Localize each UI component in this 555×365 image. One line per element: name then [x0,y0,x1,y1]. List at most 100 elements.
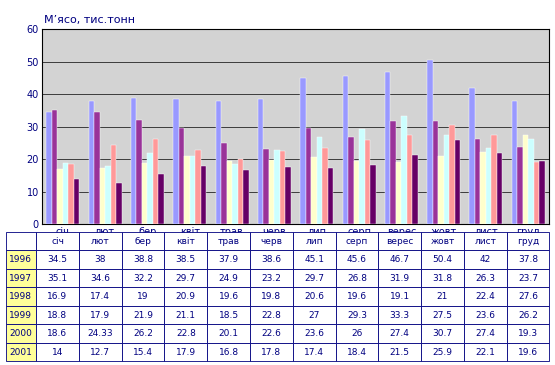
Bar [89,101,94,224]
Text: 29.7: 29.7 [176,273,196,283]
Bar [36,250,79,269]
Text: 42: 42 [480,255,491,264]
Text: 17.9: 17.9 [176,347,196,357]
Bar [122,232,164,250]
Text: 26.8: 26.8 [347,273,367,283]
Bar [221,143,226,224]
Text: 35.1: 35.1 [47,273,68,283]
Text: 20.9: 20.9 [176,292,196,301]
Bar [379,324,421,343]
Bar [336,306,379,324]
Bar [512,101,517,224]
Text: 33.3: 33.3 [390,311,410,320]
Text: 22.4: 22.4 [476,292,495,301]
Text: 24.33: 24.33 [88,329,113,338]
Text: 21.5: 21.5 [390,347,410,357]
Bar [164,324,207,343]
Text: 24.9: 24.9 [219,273,239,283]
Bar [122,324,164,343]
Text: січ: січ [51,237,64,246]
Bar [79,306,122,324]
Bar [122,343,164,361]
Bar [250,232,293,250]
Bar [421,324,464,343]
Text: 21.1: 21.1 [176,311,196,320]
Text: 32.2: 32.2 [133,273,153,283]
Bar [427,61,433,224]
Bar [190,156,195,224]
Text: 29.7: 29.7 [304,273,324,283]
Text: 31.8: 31.8 [432,273,452,283]
Bar [207,343,250,361]
Text: 45.6: 45.6 [347,255,367,264]
Text: 18.8: 18.8 [47,311,68,320]
Bar [539,161,545,224]
Bar [79,287,122,306]
Bar [379,250,421,269]
Bar [215,101,221,224]
Text: 12.7: 12.7 [90,347,110,357]
Bar [52,110,57,224]
Bar [68,164,74,224]
Bar [336,324,379,343]
Bar [79,324,122,343]
Bar [534,162,539,224]
Bar [207,324,250,343]
Bar [164,287,207,306]
Text: 38.6: 38.6 [261,255,281,264]
Bar [207,269,250,287]
Bar [184,157,190,224]
Text: 34.6: 34.6 [90,273,110,283]
Bar [336,269,379,287]
Text: 27.4: 27.4 [390,329,410,338]
Bar [250,287,293,306]
Text: 38.5: 38.5 [176,255,196,264]
Bar [292,250,336,269]
Text: 37.8: 37.8 [518,255,538,264]
Bar [207,232,250,250]
Text: бер: бер [135,237,152,246]
Bar [306,128,311,224]
Bar [46,112,52,224]
Text: 26.2: 26.2 [518,311,538,320]
Text: 23.6: 23.6 [304,329,324,338]
Bar [481,151,486,224]
Bar [336,250,379,269]
Bar [153,139,158,224]
Bar [250,269,293,287]
Bar [390,121,396,224]
Bar [475,139,481,224]
Bar [421,343,464,361]
Bar [36,324,79,343]
Bar [443,135,449,224]
Bar [164,269,207,287]
Bar [464,306,507,324]
Bar [36,343,79,361]
Text: 17.4: 17.4 [304,347,324,357]
Bar [164,232,207,250]
Text: 17.4: 17.4 [90,292,110,301]
Bar [6,306,36,324]
Text: 19.6: 19.6 [347,292,367,301]
Text: 22.6: 22.6 [261,329,281,338]
Text: квіт: квіт [176,237,195,246]
Bar [238,159,243,224]
Text: 23.2: 23.2 [261,273,281,283]
Bar [401,116,407,224]
Text: лип: лип [305,237,323,246]
Bar [79,343,122,361]
Bar [464,250,507,269]
Text: 2000: 2000 [9,329,32,338]
Bar [122,306,164,324]
Bar [379,287,421,306]
Text: 1998: 1998 [9,292,32,301]
Text: 19.8: 19.8 [261,292,281,301]
Bar [105,166,110,224]
Bar [36,269,79,287]
Bar [300,78,306,224]
Bar [396,162,401,224]
Bar [407,135,412,224]
Bar [507,232,549,250]
Text: 19: 19 [137,292,149,301]
Bar [292,287,336,306]
